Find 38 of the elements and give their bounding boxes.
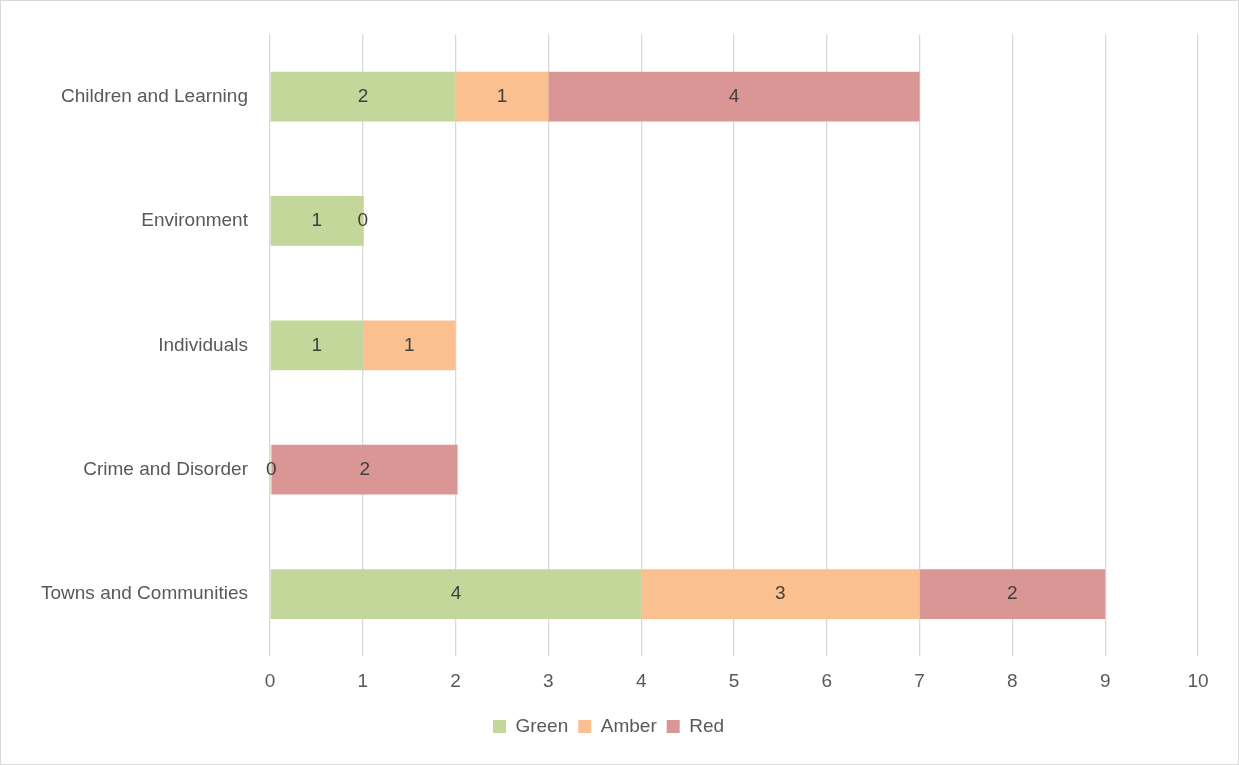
x-tick-label: 1 [357,669,369,691]
data-label: 2 [359,457,371,479]
legend-label: Green [515,714,569,736]
x-tick-label: 5 [728,669,740,691]
x-tick-label: 8 [1007,669,1018,691]
y-tick-label: Children and Learning [61,84,248,106]
bar [270,71,456,122]
y-tick-label: Towns and Communities [40,582,248,604]
data-label: 1 [311,209,322,231]
bar [270,320,363,371]
bar [362,320,456,371]
x-tick-label: 0 [264,669,276,691]
data-label: 3 [775,582,786,604]
data-label: 1 [403,333,415,355]
data-label: 1 [311,333,322,355]
legend-label: Red [689,714,725,736]
x-tick-label: 3 [543,669,554,691]
data-label: 0 [266,457,277,479]
x-tick-label: 7 [914,669,925,691]
bar [548,71,920,122]
data-label: 1 [496,84,508,106]
bar [270,569,642,619]
legend-label: Amber [600,714,658,736]
y-tick-label: Crime and Disorder [83,457,249,479]
data-label: 2 [357,84,369,106]
bar [455,71,549,122]
data-label: 4 [450,582,462,604]
y-tick-label: Environment [141,209,249,231]
x-tick-label: 9 [1099,669,1111,691]
x-tick-label: 10 [1187,669,1209,691]
x-tick-label: 6 [821,669,833,691]
x-tick-label: 4 [635,669,647,691]
bar [919,569,1106,619]
bar [641,569,920,619]
x-tick-label: 2 [450,669,461,691]
data-label: 2 [1007,582,1018,604]
data-label: 4 [728,84,740,106]
y-tick-label: Individuals [158,333,248,355]
